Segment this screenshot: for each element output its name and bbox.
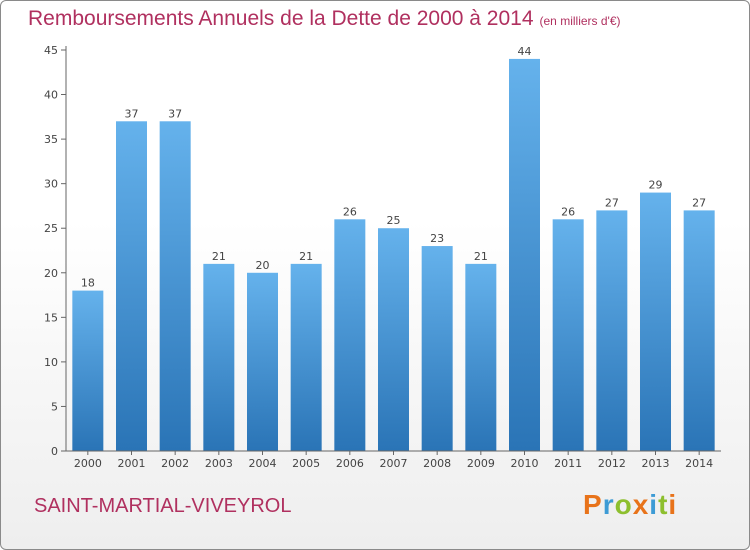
- bar: [159, 121, 191, 452]
- logo-letter: i: [668, 489, 678, 520]
- bar: [203, 263, 235, 451]
- bar-value-label: 21: [474, 250, 488, 263]
- x-tick-label: 2014: [685, 457, 713, 470]
- y-tick-label: 35: [44, 133, 58, 146]
- bars: 18 2000 37 2001 37 2002 21 2003 20 2004 21 2005 26 20…: [72, 45, 715, 470]
- logo-letter: P: [583, 489, 603, 520]
- bar: [509, 58, 540, 452]
- x-tick-label: 2002: [161, 457, 189, 470]
- proxiti-logo[interactable]: Proxiti: [583, 489, 677, 521]
- bar-value-label: 25: [387, 214, 401, 227]
- bar: [116, 121, 147, 452]
- bar-value-label: 23: [430, 232, 444, 245]
- bar: [552, 219, 584, 451]
- x-tick-label: 2011: [554, 457, 582, 470]
- x-tick-label: 2008: [423, 457, 451, 470]
- bar-value-label: 37: [125, 107, 139, 120]
- bar-value-label: 27: [605, 196, 619, 209]
- bar: [334, 219, 366, 451]
- x-tick-label: 2000: [74, 457, 102, 470]
- y-tick-label: 10: [44, 356, 58, 369]
- x-tick-label: 2006: [336, 457, 364, 470]
- bar-value-label: 21: [299, 250, 313, 263]
- title-text: Remboursements Annuels de la Dette de 20…: [28, 7, 534, 30]
- logo-letter: i: [649, 489, 659, 520]
- y-tick-label: 5: [51, 400, 58, 413]
- logo-letter: t: [658, 489, 669, 520]
- y-tick-label: 20: [44, 267, 58, 280]
- x-tick-label: 2013: [642, 457, 670, 470]
- bar-value-label: 18: [81, 277, 95, 290]
- logo-letter: r: [602, 489, 615, 520]
- commune-name: SAINT-MARTIAL-VIVEYROL: [34, 495, 292, 517]
- bar: [465, 263, 497, 451]
- x-tick-label: 2009: [467, 457, 495, 470]
- y-tick-label: 0: [51, 445, 58, 458]
- x-tick-label: 2003: [205, 457, 233, 470]
- bar: [72, 290, 104, 451]
- bar: [290, 263, 322, 451]
- y-tick-label: 25: [44, 222, 58, 235]
- x-tick-label: 2005: [292, 457, 320, 470]
- bar-value-label: 37: [168, 107, 182, 120]
- y-axis-ticks: 0 5 10 15 20 25 30 35 40 45: [44, 44, 66, 458]
- chart-title: Remboursements Annuels de la Dette de 20…: [28, 7, 621, 31]
- axes: [65, 46, 721, 452]
- x-tick-label: 2001: [118, 457, 146, 470]
- bar-value-label: 20: [256, 259, 270, 272]
- y-tick-label: 15: [44, 311, 58, 324]
- x-tick-label: 2012: [598, 457, 626, 470]
- bar: [683, 210, 715, 451]
- x-tick-label: 2010: [511, 457, 539, 470]
- bar: [421, 246, 453, 451]
- bar-value-label: 44: [518, 45, 532, 58]
- bar: [378, 228, 409, 451]
- bar: [640, 192, 671, 452]
- y-tick-label: 40: [44, 89, 58, 102]
- y-tick-label: 30: [44, 178, 58, 191]
- unit-text: (en milliers d'€): [539, 14, 621, 28]
- bar: [247, 272, 278, 451]
- logo-letter: o: [614, 489, 633, 520]
- x-tick-label: 2004: [249, 457, 277, 470]
- bar-value-label: 21: [212, 250, 226, 263]
- bar: [596, 210, 628, 451]
- bar-value-label: 27: [692, 196, 706, 209]
- bar-value-label: 26: [561, 205, 575, 218]
- logo-letter: x: [632, 489, 650, 520]
- bar-value-label: 29: [649, 179, 663, 192]
- x-tick-label: 2007: [380, 457, 408, 470]
- bar-value-label: 26: [343, 205, 357, 218]
- y-tick-label: 45: [44, 44, 58, 57]
